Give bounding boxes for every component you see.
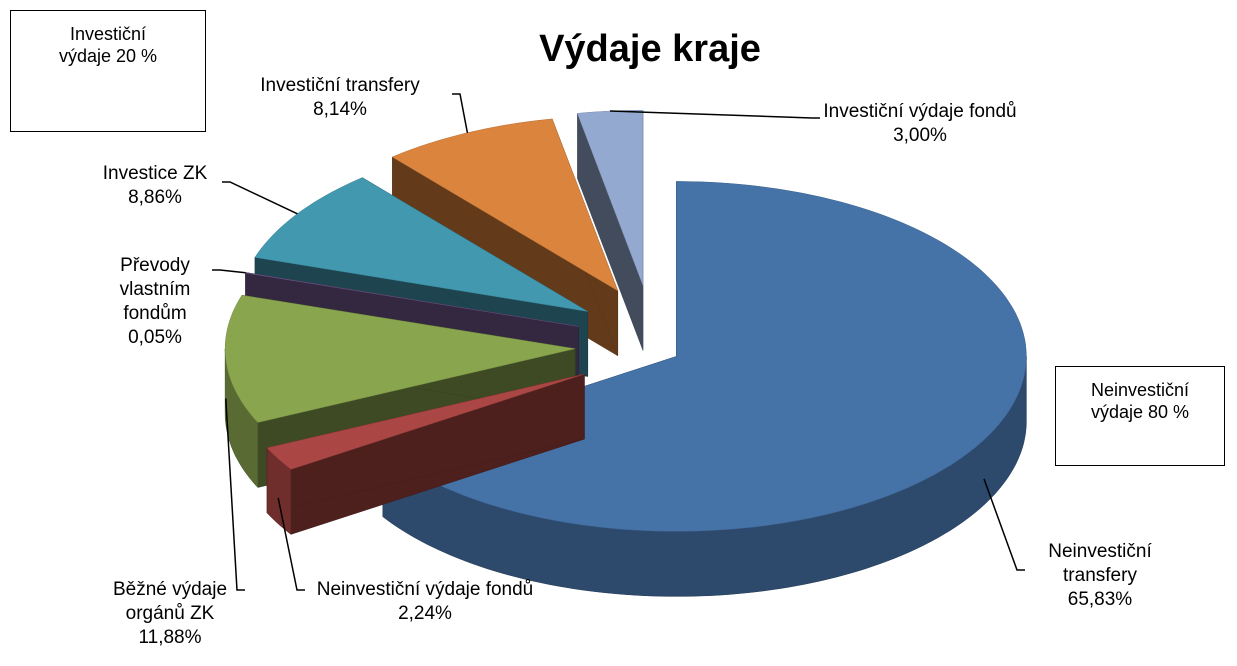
label-value: 65,83% — [1067, 589, 1133, 610]
leader-line — [277, 497, 305, 591]
label-name: Běžné výdaje orgánů ZK — [112, 579, 228, 624]
data-label: Investice ZK 8,86% — [80, 162, 230, 210]
data-label: Investiční výdaje fondů 3,00% — [810, 100, 1030, 148]
label-name: Neinvestiční transfery — [1048, 541, 1152, 586]
slice — [266, 373, 585, 470]
leader-line — [225, 398, 245, 591]
data-label: Běžné výdaje orgánů ZK 11,88% — [90, 578, 250, 650]
label-name: Investiční výdaje fondů — [823, 101, 1017, 122]
slice — [254, 177, 588, 312]
label-name: Neinvestiční výdaje fondů — [316, 579, 534, 600]
data-label: Převody vlastním fondům 0,05% — [100, 254, 210, 350]
leader-line — [212, 269, 246, 274]
annotation-box: Investiční výdaje 20 % — [10, 10, 206, 132]
label-value: 0,05% — [128, 327, 182, 348]
label-name: Investice ZK — [102, 163, 208, 184]
data-label: Neinvestiční transfery 65,83% — [1020, 540, 1180, 612]
label-value: 3,00% — [893, 125, 947, 146]
label-value: 2,24% — [398, 603, 452, 624]
label-name: Investiční transfery — [260, 75, 420, 96]
annotation-box: Neinvestiční výdaje 80 % — [1055, 366, 1225, 466]
leader-line — [609, 110, 820, 119]
leader-line — [983, 478, 1025, 571]
leader-line — [452, 93, 469, 133]
label-value: 11,88% — [138, 627, 202, 648]
leader-line — [222, 181, 298, 215]
data-label: Investiční transfery 8,14% — [230, 74, 450, 122]
label-value: 8,14% — [313, 99, 367, 120]
chart-title: Výdaje kraje — [539, 28, 761, 70]
data-label: Neinvestiční výdaje fondů 2,24% — [300, 578, 550, 626]
slice — [224, 294, 576, 423]
label-name: Převody vlastním fondům — [119, 255, 191, 324]
label-value: 8,86% — [128, 187, 182, 208]
